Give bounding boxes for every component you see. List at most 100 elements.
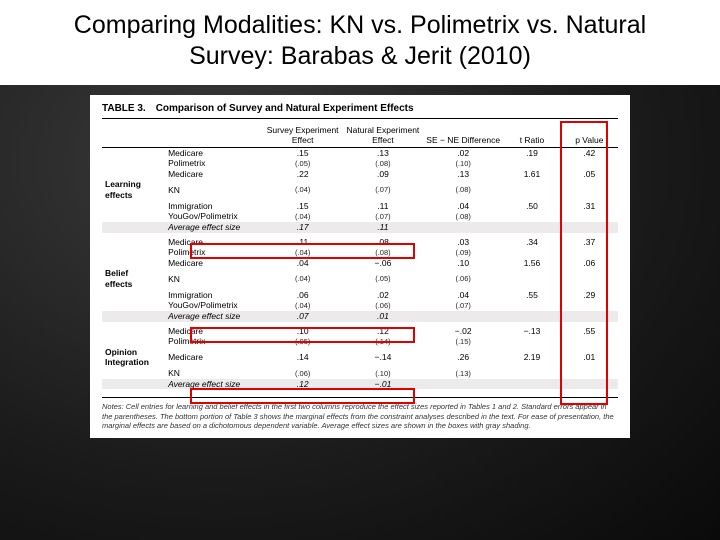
table-row: Immigration.15.11.04.50.31 — [102, 201, 618, 212]
table-row-sub: Polimetrix(.05)(.08)(.10) — [102, 158, 618, 169]
cell-se: .14 — [263, 347, 343, 368]
row-sublabel: KN — [165, 368, 262, 379]
cell-t: .19 — [503, 147, 560, 158]
row-label: Medicare — [165, 237, 262, 248]
cell-se-sd: (.04) — [263, 268, 343, 289]
cell-t: 2.19 — [503, 347, 560, 368]
cell-p: .55 — [561, 326, 618, 337]
table-row-sub: YouGov/Polimetrix(.04)(.06)(.07) — [102, 300, 618, 311]
table-row: OpinionIntegrationMedicare.14−.14.262.19… — [102, 347, 618, 368]
cell-ne-sd: (.07) — [343, 179, 423, 200]
cell-se: .11 — [263, 237, 343, 248]
table-row-sub: KN(.06)(.10)(.13) — [102, 368, 618, 379]
row-label: Medicare — [165, 169, 262, 180]
table-caption: TABLE 3. Comparison of Survey and Natura… — [102, 103, 618, 119]
cell-diff-sd: (.07) — [423, 300, 503, 311]
cell-se-sd: (.05) — [263, 158, 343, 169]
section-label: Beliefeffects — [102, 268, 165, 289]
cell-t: .55 — [503, 290, 560, 301]
cell-diff-sd: (.13) — [423, 368, 503, 379]
cell-t: −.13 — [503, 326, 560, 337]
table-row-sub: Polimetrix(.05)(.14)(.15) — [102, 336, 618, 347]
cell-se: .15 — [263, 147, 343, 158]
cell-se-sd: (.06) — [263, 368, 343, 379]
cell-se: .15 — [263, 201, 343, 212]
row-label: Immigration — [165, 201, 262, 212]
table-notes: Notes: Cell entries for learning and bel… — [102, 397, 618, 430]
cell-p: .31 — [561, 201, 618, 212]
avg-ne: .01 — [343, 311, 423, 322]
cell-diff: .04 — [423, 290, 503, 301]
avg-label: Average effect size — [165, 379, 262, 390]
row-label: Medicare — [165, 347, 262, 368]
cell-ne-sd: (.05) — [343, 268, 423, 289]
avg-ne: .11 — [343, 222, 423, 233]
table-row-sub: BeliefeffectsKN(.04)(.05)(.06) — [102, 268, 618, 289]
cell-t: .50 — [503, 201, 560, 212]
avg-ne: −.01 — [343, 379, 423, 390]
table-header-row: Survey Experiment Effect Natural Experim… — [102, 123, 618, 148]
cell-p: .01 — [561, 347, 618, 368]
table-row-sub: Polimetrix(.04)(.08)(.09) — [102, 247, 618, 258]
cell-ne-sd: (.08) — [343, 247, 423, 258]
cell-p: .42 — [561, 147, 618, 158]
cell-p: .05 — [561, 169, 618, 180]
cell-diff: .04 — [423, 201, 503, 212]
row-sublabel: KN — [165, 268, 262, 289]
cell-ne-sd: (.07) — [343, 211, 423, 222]
average-row: Average effect size.07.01 — [102, 311, 618, 322]
row-sublabel: YouGov/Polimetrix — [165, 211, 262, 222]
row-sublabel: Polimetrix — [165, 336, 262, 347]
table-row: Medicare.11.08.03.34.37 — [102, 237, 618, 248]
row-label: Immigration — [165, 290, 262, 301]
cell-se-sd: (.04) — [263, 247, 343, 258]
cell-se: .22 — [263, 169, 343, 180]
col-survey: Survey Experiment Effect — [263, 123, 343, 148]
section-label: Learningeffects — [102, 179, 165, 200]
row-label: Medicare — [165, 147, 262, 158]
cell-se-sd: (.04) — [263, 179, 343, 200]
row-sublabel: KN — [165, 179, 262, 200]
section-label: OpinionIntegration — [102, 347, 165, 368]
table-figure: TABLE 3. Comparison of Survey and Natura… — [90, 95, 630, 439]
cell-diff-sd: (.15) — [423, 336, 503, 347]
cell-ne-sd: (.14) — [343, 336, 423, 347]
cell-p: .06 — [561, 258, 618, 269]
cell-diff: .10 — [423, 258, 503, 269]
cell-se: .10 — [263, 326, 343, 337]
cell-t: 1.61 — [503, 169, 560, 180]
cell-ne: .11 — [343, 201, 423, 212]
average-row: Average effect size.17.11 — [102, 222, 618, 233]
cell-ne-sd: (.08) — [343, 158, 423, 169]
cell-ne: .13 — [343, 147, 423, 158]
row-sublabel: YouGov/Polimetrix — [165, 300, 262, 311]
table-row: Medicare.15.13.02.19.42 — [102, 147, 618, 158]
table-row-sub: YouGov/Polimetrix(.04)(.07)(.08) — [102, 211, 618, 222]
cell-ne: −.14 — [343, 347, 423, 368]
cell-diff: .03 — [423, 237, 503, 248]
cell-diff-sd: (.08) — [423, 179, 503, 200]
cell-ne: .02 — [343, 290, 423, 301]
col-t: t Ratio — [503, 123, 560, 148]
cell-diff: −.02 — [423, 326, 503, 337]
avg-se: .07 — [263, 311, 343, 322]
avg-se: .12 — [263, 379, 343, 390]
cell-se: .06 — [263, 290, 343, 301]
figure-container: TABLE 3. Comparison of Survey and Natura… — [0, 95, 720, 439]
row-sublabel: Polimetrix — [165, 158, 262, 169]
row-label: Medicare — [165, 258, 262, 269]
table-row-sub: LearningeffectsKN(.04)(.07)(.08) — [102, 179, 618, 200]
avg-label: Average effect size — [165, 311, 262, 322]
table-row: Medicare.04−.06.101.56.06 — [102, 258, 618, 269]
table-row: Medicare.22.09.131.61.05 — [102, 169, 618, 180]
row-label: Medicare — [165, 326, 262, 337]
average-row: Average effect size.12−.01 — [102, 379, 618, 390]
cell-p: .29 — [561, 290, 618, 301]
slide-title: Comparing Modalities: KN vs. Polimetrix … — [0, 0, 720, 85]
avg-label: Average effect size — [165, 222, 262, 233]
cell-diff-sd: (.10) — [423, 158, 503, 169]
cell-diff-sd: (.06) — [423, 268, 503, 289]
col-diff: SE − NE Difference — [423, 123, 503, 148]
cell-ne: −.06 — [343, 258, 423, 269]
cell-ne-sd: (.06) — [343, 300, 423, 311]
